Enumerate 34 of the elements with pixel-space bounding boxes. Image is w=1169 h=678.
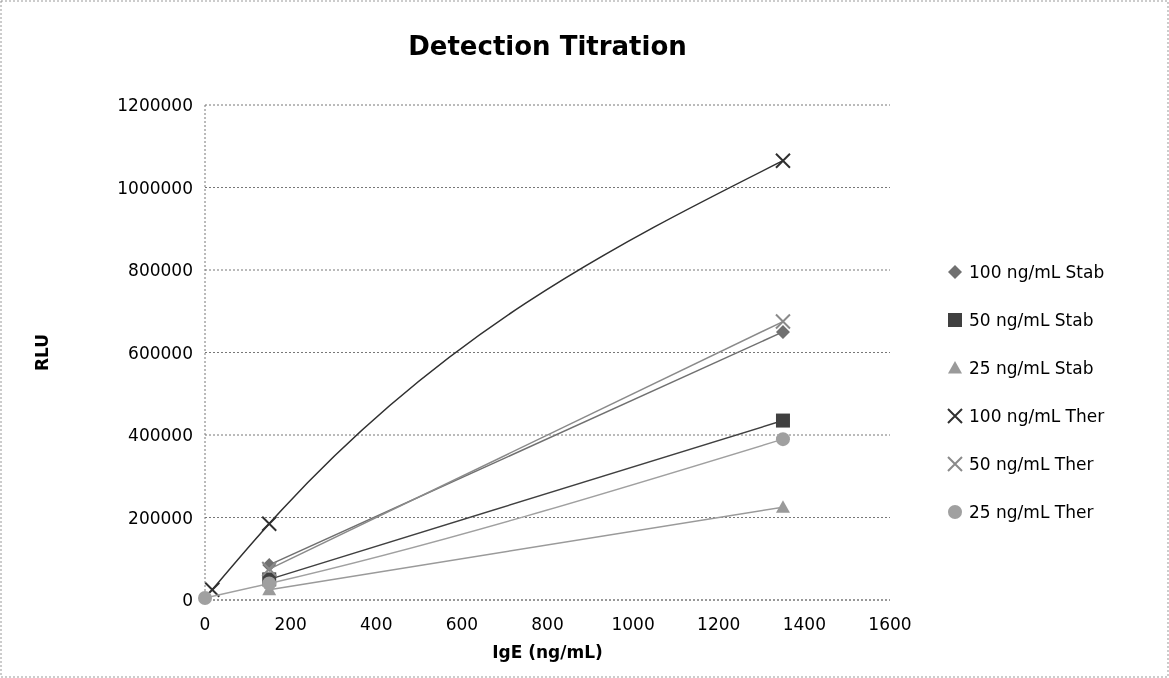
point [775,324,790,339]
y-tick-label: 400000 [128,425,193,445]
point [774,313,791,330]
y-tick-label: 1200000 [117,95,193,115]
x-tick-label: 1600 [868,614,912,634]
chart-title: Detection Titration [408,31,687,61]
point [774,152,791,169]
x-axis-title: IgE (ng/mL) [492,642,603,662]
point [261,515,278,532]
legend-label: 50 ng/mL Stab [969,310,1094,330]
x-tick-label: 1400 [782,614,827,634]
x-tick-label: 0 [199,614,211,634]
y-tick-label: 800000 [128,260,193,280]
legend-label: 25 ng/mL Stab [969,358,1094,378]
y-tick-label: 600000 [128,342,193,363]
x-tick-label: 600 [445,614,479,634]
point [198,590,212,605]
x-tick-label: 400 [360,614,393,634]
y-tick-label: 0 [182,590,193,610]
y-tick-label: 1000000 [117,177,193,198]
x-tick-label: 1000 [611,614,655,634]
legend-label: 50 ng/mL Ther [969,454,1094,474]
y-axis-title: RLU [32,333,52,372]
point [775,413,790,428]
x-tick-label: 1200 [697,614,741,634]
x-tick-label: 800 [531,614,564,634]
point [204,581,221,598]
x-tick-label: 200 [274,614,307,634]
point [261,561,278,578]
legend-label: 100 ng/mL Stab [969,262,1105,282]
y-tick-label: 200000 [128,507,193,528]
point [775,432,790,447]
legend-label: 100 ng/mL Ther [969,406,1105,426]
legend-label: 25 ng/mL Ther [969,502,1094,522]
